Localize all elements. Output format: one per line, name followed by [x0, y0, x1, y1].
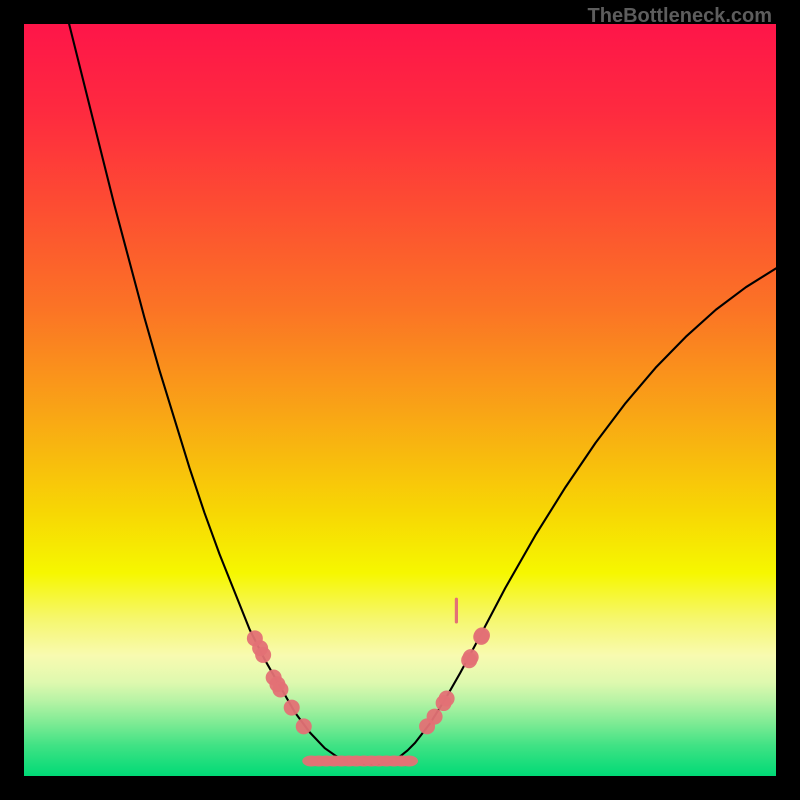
bottleneck-chart: TheBottleneck.com	[0, 0, 800, 800]
curve-marker	[427, 709, 443, 725]
curve-marker	[255, 647, 271, 663]
watermark-text: TheBottleneck.com	[588, 5, 772, 27]
curve-marker	[296, 718, 312, 734]
curve-marker	[439, 691, 455, 707]
chart-stage: TheBottleneck.com	[0, 0, 800, 800]
curve-marker	[474, 627, 490, 643]
curve-marker	[272, 682, 288, 698]
gradient-plot-area	[24, 24, 776, 776]
curve-marker	[400, 755, 418, 766]
curve-marker	[463, 649, 479, 665]
curve-marker	[284, 700, 300, 716]
